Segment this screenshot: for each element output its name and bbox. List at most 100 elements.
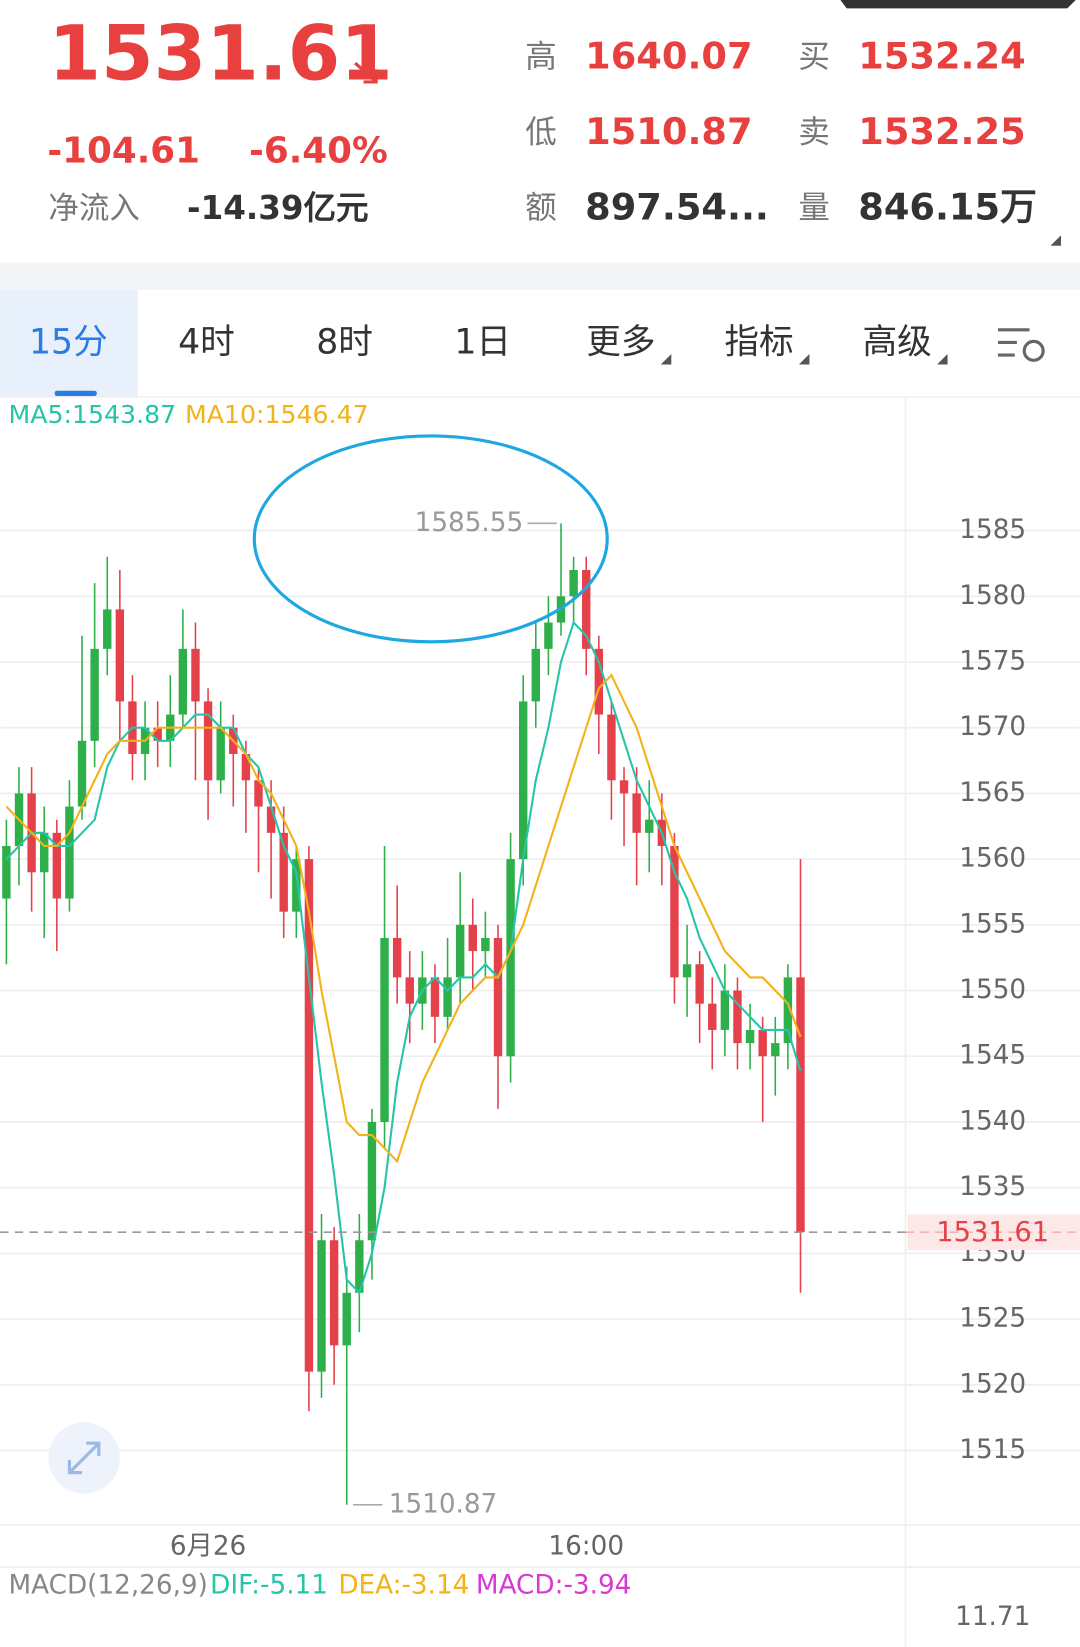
macd-value: MACD:-3.94 [476,1571,631,1601]
candle-body [708,1003,717,1030]
candle-body [607,714,616,781]
tab[interactable]: 8时 [316,322,373,362]
candle-body [544,622,553,649]
y-tick-label: 1555 [959,909,1026,939]
tab[interactable]: 更多 [586,322,655,362]
candle-body [645,819,654,833]
candle-body [178,648,188,715]
stats: 高 1640.07 买 1532.24 低 1510.87 卖 1532.25 额 897.54.… [525,34,1037,228]
grid: 1515152015251530153515401545155015551560… [0,515,1080,1562]
candle-body [405,977,414,1004]
y-tick-label: 1550 [959,975,1026,1005]
candle-body [796,977,805,1233]
y-tick-label: 1515 [959,1435,1026,1465]
candle-body [733,990,742,1044]
tabs: 15分 4时 8时 1日 更多 指标 高级 [29,322,948,365]
candle-body [430,977,440,1017]
y-tick-label: 1545 [959,1041,1026,1071]
ma-line [5,620,802,1295]
candle-body [153,727,162,741]
tab[interactable]: 4时 [178,322,235,362]
candle-body [115,609,125,702]
tab[interactable]: 高级 [862,322,931,362]
netflow: -14.39亿元 [187,189,369,227]
y-tick-label: 1575 [959,646,1026,676]
candle-body [392,937,402,978]
candle-body [40,832,49,873]
ma-legend: MA10:1546.47 [185,400,369,429]
candle-body [367,1121,377,1241]
candle-body [216,727,225,781]
ma-line [5,673,802,1164]
min-annotation: 1510.87 [389,1489,498,1519]
dropdown-mark [937,353,948,365]
candle-body [65,806,74,899]
dropdown-mark [660,353,672,365]
candle-body [355,1240,364,1293]
candle-body [506,859,515,1057]
candle-body [745,1029,755,1044]
candle-body [77,740,87,807]
candle-body [304,859,314,1372]
candle-body [52,832,62,899]
tab-indicator [54,390,97,396]
tab[interactable]: 1日 [454,322,511,362]
candle-body [670,845,679,978]
candle-body [279,832,288,912]
candle-body [266,806,276,833]
fullscreen-button[interactable] [48,1422,120,1494]
ma-legend: MA5:1543.87 [9,400,177,429]
settings-icon[interactable] [997,328,1045,362]
candle-body [682,964,692,978]
down-arrow [354,61,378,84]
macd-dea: DEA:-3.14 [338,1571,469,1601]
y-tick-label: 1540 [959,1106,1026,1136]
candle-body [191,648,200,702]
y-tick-label: 1565 [959,778,1026,808]
stat-value: 897.54... [585,186,769,229]
dropdown-mark [798,353,810,365]
candle-body [292,859,301,912]
candle-body [241,753,251,781]
candle-body [2,845,11,899]
stat-label: 卖 [798,114,830,150]
stat-value: 1532.25 [858,110,1025,153]
stat-value: 1640.07 [585,34,752,77]
candle-body [619,780,629,794]
stat-label: 低 [525,114,557,150]
candle-body [342,1292,351,1346]
highlight-ellipse [252,434,609,644]
y-tick-label: 1570 [959,712,1026,742]
change-pct: -6.40% [249,130,388,171]
candle-body [380,937,389,1122]
macd-dif: DIF:-5.11 [210,1571,328,1601]
stat-label: 量 [798,190,830,226]
candle-body [329,1240,339,1346]
tab[interactable]: 15分 [29,322,108,362]
tab[interactable]: 指标 [724,322,793,362]
y-tick-label: 1525 [959,1304,1026,1334]
candle-body [518,701,528,860]
candle-body [594,648,604,715]
stat-value: 1510.87 [585,110,752,153]
max-annotation: 1585.55 [415,508,524,538]
candle-body [771,1043,780,1057]
macd-axis-label: 11.71 [955,1602,1030,1632]
candle-body [569,569,578,597]
plot: MA5:1543.87 MA10:1546.47 1585.55 1510.87 153… [0,400,1080,1519]
candle-body [531,648,540,702]
top-pill [840,0,1076,9]
candle-body [254,780,263,807]
y-tick-label: 1535 [959,1172,1026,1202]
candle-body [203,701,213,781]
candle-body [103,609,112,649]
candle-body [317,1240,326,1372]
candle-body [783,977,793,1044]
stat-label: 额 [525,190,557,226]
tab-selected-bg [0,289,138,398]
candle-body [582,569,591,649]
candle-body [632,793,641,833]
y-tick-label: 1560 [959,844,1026,874]
x-tick-label: 16:00 [548,1532,624,1562]
